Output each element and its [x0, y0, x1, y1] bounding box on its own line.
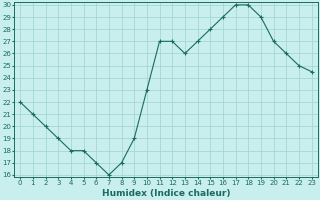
X-axis label: Humidex (Indice chaleur): Humidex (Indice chaleur)	[102, 189, 230, 198]
